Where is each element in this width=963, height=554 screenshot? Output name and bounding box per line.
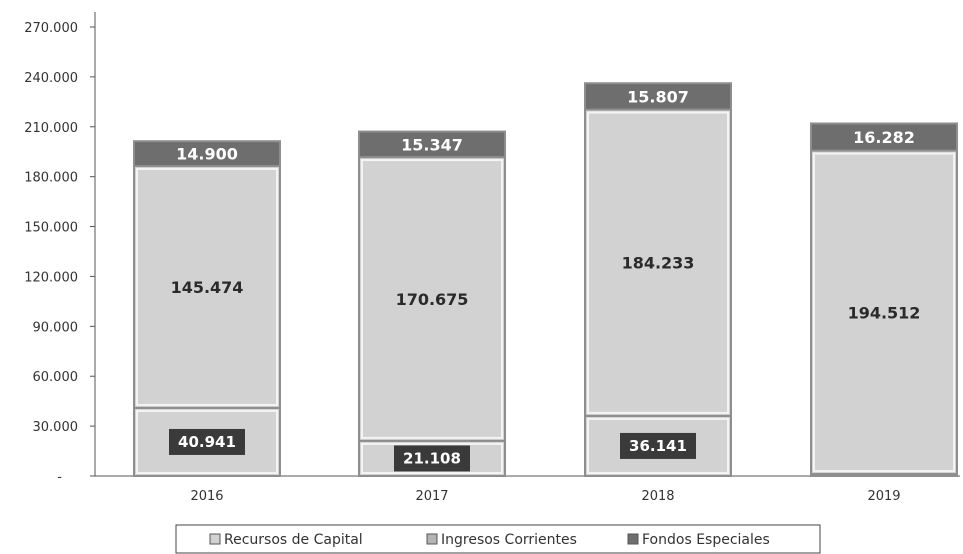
bar-segment: [584, 82, 732, 111]
data-label: 194.512: [848, 303, 921, 322]
legend-label: Ingresos Corrientes: [441, 532, 577, 548]
y-tick-label: -: [57, 470, 62, 485]
bar-segment-bevel: [813, 152, 955, 473]
data-label: 21.108: [403, 449, 461, 467]
legend-swatch: [209, 533, 221, 545]
bar-segment: [584, 108, 732, 417]
y-tick-label: 150.000: [24, 221, 78, 236]
legend-label: Fondos Especiales: [642, 532, 770, 548]
y-tick-label: 210.000: [24, 121, 78, 136]
x-tick-label: 2018: [641, 489, 674, 504]
x-tick-label: 2019: [867, 489, 900, 504]
data-label: 15.347: [401, 135, 463, 154]
bar-segment: [810, 122, 958, 152]
bar-segment-bevel: [136, 167, 278, 406]
bar-segment: [358, 130, 506, 159]
data-label-box: [394, 445, 470, 472]
y-tick-label: 270.000: [24, 21, 78, 36]
x-tick-label: 2016: [190, 489, 223, 504]
bar-segment-bevel: [587, 111, 729, 414]
legend-label: Recursos de Capital: [224, 532, 363, 548]
y-tick-label: 180.000: [24, 171, 78, 186]
data-label: 170.675: [396, 290, 469, 309]
data-label: 36.141: [629, 437, 687, 455]
y-tick-label: 60.000: [33, 370, 79, 385]
legend-swatch: [426, 533, 438, 545]
legend-swatch: [627, 533, 639, 545]
bar-segment: [133, 140, 281, 167]
data-label: 40.941: [178, 433, 236, 451]
x-tick-label: 2017: [415, 489, 448, 504]
y-tick-label: 30.000: [33, 420, 79, 435]
y-tick-label: 240.000: [24, 71, 78, 86]
bar-segment-bevel: [361, 159, 503, 439]
bar-segment-bevel: [136, 409, 278, 474]
data-label: 14.900: [176, 145, 238, 164]
bar-segment: [358, 156, 506, 442]
data-label: 184.233: [622, 254, 695, 273]
data-label: 16.282: [853, 128, 915, 147]
bar-segment: [810, 149, 958, 476]
data-label-box: [620, 432, 696, 459]
data-label: 15.807: [627, 87, 689, 106]
bar-segment-bevel: [587, 417, 729, 475]
y-tick-label: 90.000: [33, 320, 79, 335]
legend-box: [175, 524, 821, 554]
bar-segment-bevel: [361, 442, 503, 474]
data-label: 145.474: [171, 278, 244, 297]
data-label-box: [169, 428, 245, 455]
y-tick-label: 120.000: [24, 270, 78, 285]
